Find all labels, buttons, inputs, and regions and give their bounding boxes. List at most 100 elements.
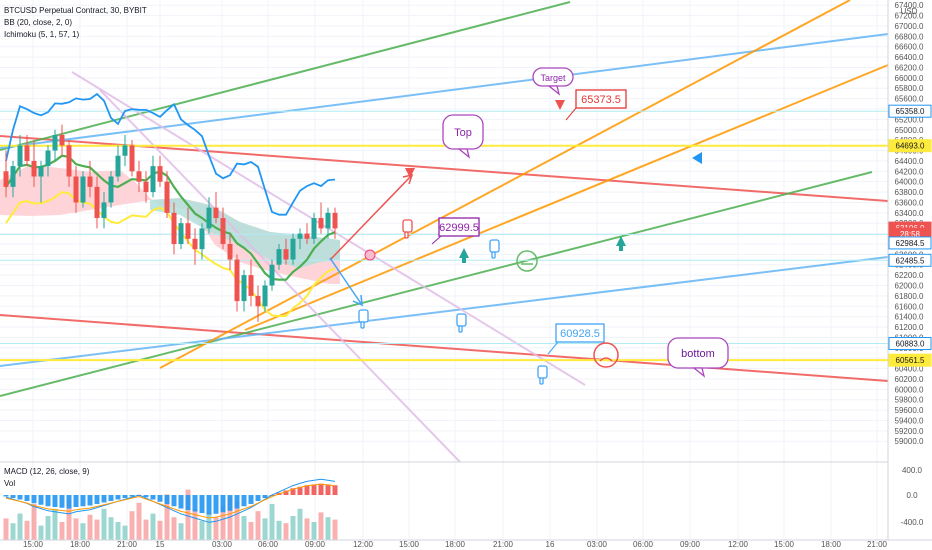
time-scale-ticks: 15:00 18:00 21:00 15 03:00 06:00 09:00 12:00 15:…: [23, 540, 888, 549]
volume-bar: [255, 511, 261, 540]
candle-body[interactable]: [59, 134, 65, 146]
candle-body[interactable]: [136, 171, 142, 182]
macd-histogram-bar: [80, 495, 86, 507]
candle-body[interactable]: [101, 202, 107, 219]
macd-signal-line: [5, 483, 336, 519]
hand-pointer-icon[interactable]: [456, 313, 467, 333]
macd-histogram-bar: [248, 495, 254, 504]
candle-body[interactable]: [227, 243, 233, 260]
candle-body[interactable]: [115, 155, 121, 177]
trend-line-orange-2[interactable]: [244, 64, 889, 331]
candle-body[interactable]: [304, 233, 310, 239]
macd-histogram-bar: [3, 495, 9, 497]
candle-body[interactable]: [24, 145, 30, 161]
candle-body[interactable]: [199, 228, 205, 250]
trend-line-blue-upper[interactable]: [0, 33, 889, 149]
neutral-face-icon[interactable]: [516, 250, 538, 272]
trend-lines[interactable]: [0, 0, 889, 463]
pig-icon[interactable]: [364, 249, 376, 261]
trend-line-orange-1[interactable]: [159, 0, 851, 369]
indicator-ichimoku-label[interactable]: Ichimoku (5, 1, 57, 1): [4, 30, 79, 39]
macd-histogram-bar: [206, 495, 212, 515]
candle-body[interactable]: [10, 166, 16, 187]
candle-body[interactable]: [80, 176, 86, 203]
candle-body[interactable]: [185, 223, 191, 239]
arrow-left-icon[interactable]: [692, 152, 702, 164]
candle-body[interactable]: [73, 176, 79, 203]
hand-pointer-icon[interactable]: [489, 239, 500, 259]
candle-body[interactable]: [17, 145, 23, 167]
price-tick-label: 65000.0: [895, 126, 924, 135]
volume-bar: [45, 516, 51, 540]
price-tick-label: 65800.0: [895, 84, 924, 93]
candle-body[interactable]: [38, 166, 44, 177]
candle-body[interactable]: [269, 264, 275, 286]
arrow-down-icon[interactable]: [555, 100, 565, 110]
trend-line-green-upper[interactable]: [0, 1, 571, 151]
candle-body[interactable]: [164, 181, 170, 213]
macd-label[interactable]: MACD (12, 26, close, 9): [4, 467, 90, 476]
candle-body[interactable]: [108, 176, 114, 203]
candle-body[interactable]: [143, 181, 149, 193]
candle-body[interactable]: [297, 233, 303, 239]
trend-line-purple-2[interactable]: [99, 89, 461, 463]
projection-arrow-up[interactable]: [329, 174, 413, 261]
arrow-down-icon[interactable]: [405, 168, 415, 178]
top-bubble[interactable]: Top: [442, 114, 484, 159]
trend-line-red-lower[interactable]: [0, 314, 889, 382]
candle-body[interactable]: [255, 295, 261, 307]
hand-pointer-icon[interactable]: [537, 365, 548, 385]
arrow-up-icon[interactable]: [459, 248, 469, 258]
candle-body[interactable]: [325, 212, 331, 229]
candle-body[interactable]: [332, 212, 338, 229]
target-bubble[interactable]: Target: [532, 67, 574, 96]
hand-pointer-icon[interactable]: [402, 219, 413, 239]
drawing-tools[interactable]: Target Top bottom 65373.5 62999.5 60928.5: [329, 67, 729, 385]
trend-line-blue-lower[interactable]: [0, 256, 889, 367]
candle-body[interactable]: [311, 218, 317, 239]
projection-arrow-down[interactable]: [329, 257, 363, 306]
arrow-up-icon[interactable]: [616, 236, 626, 246]
candle-body[interactable]: [150, 166, 156, 193]
trend-line-red-upper[interactable]: [0, 135, 889, 202]
candle-body[interactable]: [178, 223, 184, 244]
candle-body[interactable]: [52, 134, 58, 151]
trend-line-green-lower[interactable]: [0, 171, 873, 397]
candle-body[interactable]: [3, 171, 9, 187]
candle-body[interactable]: [45, 150, 51, 167]
candle-body[interactable]: [276, 249, 282, 265]
candle-body[interactable]: [206, 207, 212, 229]
price-scale[interactable]: [888, 0, 932, 540]
candle-body[interactable]: [248, 275, 254, 296]
candle-body[interactable]: [129, 145, 135, 172]
candle-body[interactable]: [234, 259, 240, 302]
indicator-bb-label[interactable]: BB (20, close, 2, 0): [4, 18, 72, 27]
candle-body[interactable]: [87, 176, 93, 187]
candle-body[interactable]: [192, 238, 198, 250]
candlesticks[interactable]: [3, 124, 338, 322]
price-tick-label: 66000.0: [895, 74, 924, 83]
candle-body[interactable]: [213, 207, 219, 219]
candle-body[interactable]: [290, 238, 296, 260]
target-price-callout[interactable]: 65373.5: [575, 89, 627, 109]
callout-60928[interactable]: 60928.5: [555, 323, 605, 343]
sad-face-icon[interactable]: [593, 342, 619, 368]
candle-body[interactable]: [220, 218, 226, 244]
candle-body[interactable]: [283, 249, 289, 260]
volume-label[interactable]: Vol: [4, 479, 15, 488]
candle-body[interactable]: [94, 186, 100, 219]
candle-body[interactable]: [157, 166, 163, 182]
candle-body[interactable]: [262, 285, 268, 307]
hand-pointer-icon[interactable]: [358, 309, 369, 329]
candle-body[interactable]: [171, 212, 177, 244]
chart-title: BTCUSD Perpetual Contract, 30, BYBIT: [4, 6, 147, 15]
bottom-bubble[interactable]: bottom: [667, 337, 729, 378]
candle-body[interactable]: [241, 275, 247, 302]
price-tick-label: 63800.0: [895, 188, 924, 197]
callout-62999[interactable]: 62999.5: [438, 217, 480, 237]
candle-body[interactable]: [122, 145, 128, 156]
candle-body[interactable]: [318, 218, 324, 229]
candle-body[interactable]: [31, 160, 37, 177]
candle-body[interactable]: [66, 145, 72, 177]
